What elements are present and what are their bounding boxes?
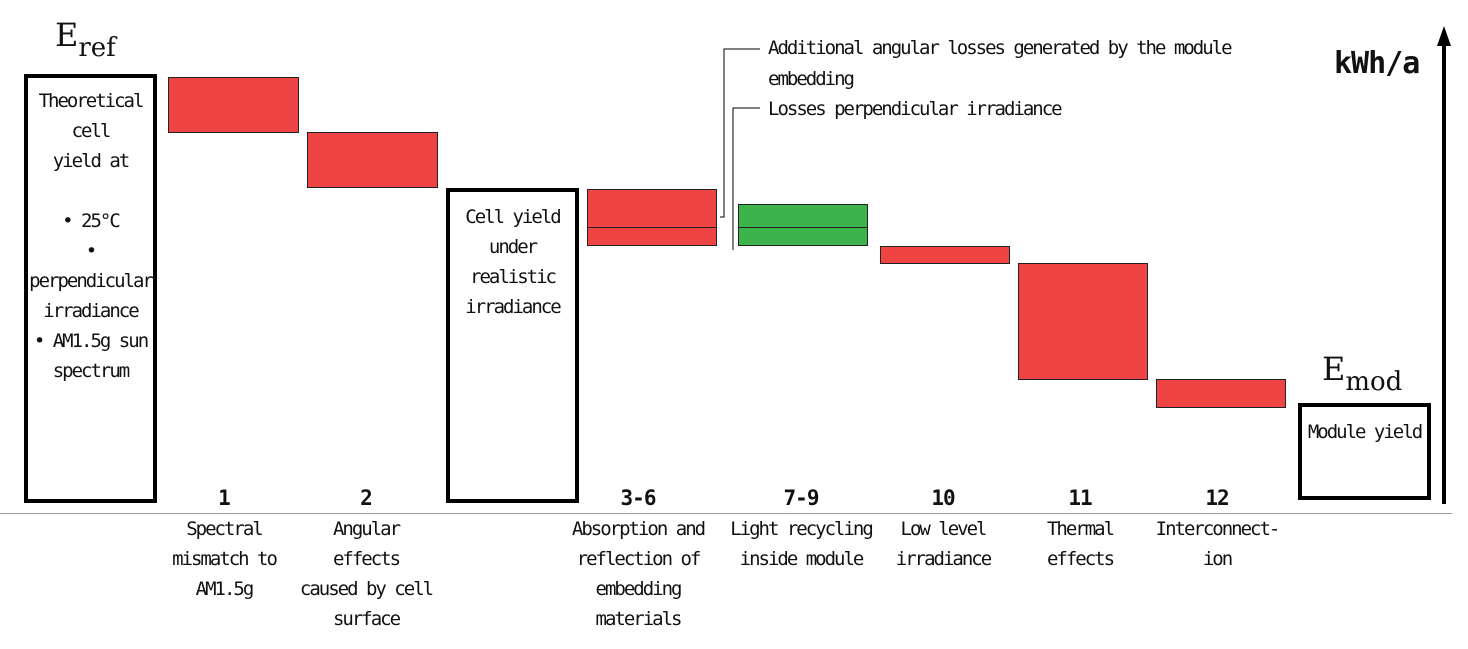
step-line: Angular bbox=[332, 518, 401, 540]
theoretical-line: spectrum bbox=[52, 360, 131, 382]
annotation-angular-losses: Additional angular losses generated by t… bbox=[768, 33, 1233, 95]
e-ref-sub: ref bbox=[78, 33, 116, 63]
step-line: Spectral bbox=[186, 518, 264, 540]
step-number: 10 bbox=[931, 486, 955, 510]
realistic-yield-box bbox=[446, 188, 579, 503]
step-line: embedding bbox=[595, 578, 683, 600]
gain-bar-light-recycling bbox=[738, 204, 868, 246]
theoretical-line: Theoretical cell bbox=[38, 90, 145, 142]
step-number: 11 bbox=[1068, 486, 1092, 510]
step-line: irradiance bbox=[895, 548, 992, 570]
embedding-split-line bbox=[587, 227, 717, 228]
theoretical-yield-box bbox=[24, 74, 157, 503]
theoretical-yield-text: Theoretical cell yield at • 25°C • perpe… bbox=[24, 86, 157, 386]
annotation-line: Additional angular losses generated by t… bbox=[768, 37, 1233, 59]
step-description: Angular effects caused by cell surface bbox=[291, 514, 441, 634]
step-description: Absorption and reflection of embedding m… bbox=[563, 514, 713, 634]
baseline bbox=[0, 513, 1452, 514]
module-yield-box bbox=[1298, 403, 1431, 500]
realistic-line: irradiance bbox=[465, 296, 561, 318]
realistic-line: under realistic bbox=[470, 236, 557, 288]
annotation-line: Losses perpendicular irradiance bbox=[768, 98, 1063, 120]
step-line: Absorption and bbox=[571, 518, 706, 540]
loss-bar-spectral bbox=[168, 77, 299, 133]
step-number: 3-6 bbox=[620, 486, 657, 510]
step-description: Low level irradiance bbox=[868, 514, 1018, 574]
step-line: AM1.5g bbox=[195, 578, 255, 600]
step-line: Thermal bbox=[1046, 518, 1115, 540]
theoretical-line: • perpendicular bbox=[29, 240, 154, 292]
step-line: Interconnect- bbox=[1155, 518, 1281, 540]
axis-arrow bbox=[1437, 26, 1451, 504]
realistic-yield-text: Cell yield under realistic irradiance bbox=[446, 202, 579, 322]
loss-bar-interconnection bbox=[1156, 379, 1286, 408]
step-number: 12 bbox=[1205, 486, 1229, 510]
recycling-split-line bbox=[738, 227, 868, 228]
e-mod-base: E bbox=[1322, 350, 1346, 388]
step-line: materials bbox=[595, 608, 683, 630]
step-line: ion bbox=[1202, 548, 1233, 570]
theoretical-line: • AM1.5g sun bbox=[33, 330, 149, 352]
step-number: 1 bbox=[218, 486, 231, 510]
step-number: 2 bbox=[360, 486, 373, 510]
loss-bar-low-irradiance bbox=[880, 246, 1010, 264]
annotation-line: embedding bbox=[768, 68, 855, 90]
step-line: effects bbox=[1046, 548, 1115, 570]
e-ref-label: Eref bbox=[55, 16, 116, 63]
step-line: inside module bbox=[739, 548, 865, 570]
theoretical-line: • 25°C bbox=[62, 210, 121, 232]
step-line: caused by cell bbox=[299, 578, 434, 600]
realistic-line: Cell yield bbox=[465, 206, 561, 228]
step-number: 7-9 bbox=[783, 486, 820, 510]
step-description: Spectral mismatch to AM1.5g bbox=[154, 514, 294, 604]
step-line: mismatch to bbox=[172, 548, 278, 570]
step-description: Interconnect- ion bbox=[1142, 514, 1292, 574]
step-description: Light recycling inside module bbox=[726, 514, 876, 574]
e-mod-label: Emod bbox=[1322, 350, 1402, 397]
loss-bar-thermal bbox=[1018, 263, 1148, 380]
module-yield-text: Module yield bbox=[1298, 417, 1431, 447]
step-description: Thermal effects bbox=[1005, 514, 1155, 574]
step-line: effects bbox=[332, 548, 401, 570]
theoretical-line: irradiance bbox=[43, 300, 139, 322]
theoretical-line: yield at bbox=[52, 150, 131, 172]
e-ref-base: E bbox=[55, 16, 79, 54]
annotation-perpendicular-losses: Losses perpendicular irradiance bbox=[768, 94, 1063, 125]
step-line: surface bbox=[332, 608, 401, 630]
loss-bar-embedding bbox=[587, 189, 717, 246]
loss-bar-angular bbox=[307, 132, 438, 188]
step-line: Low level bbox=[900, 518, 988, 540]
e-mod-sub: mod bbox=[1345, 367, 1403, 397]
module-line: Module yield bbox=[1307, 421, 1423, 443]
axis-unit-label: kWh/a bbox=[1334, 46, 1420, 81]
step-line: Light recycling bbox=[730, 518, 874, 540]
step-line: reflection of bbox=[576, 548, 702, 570]
